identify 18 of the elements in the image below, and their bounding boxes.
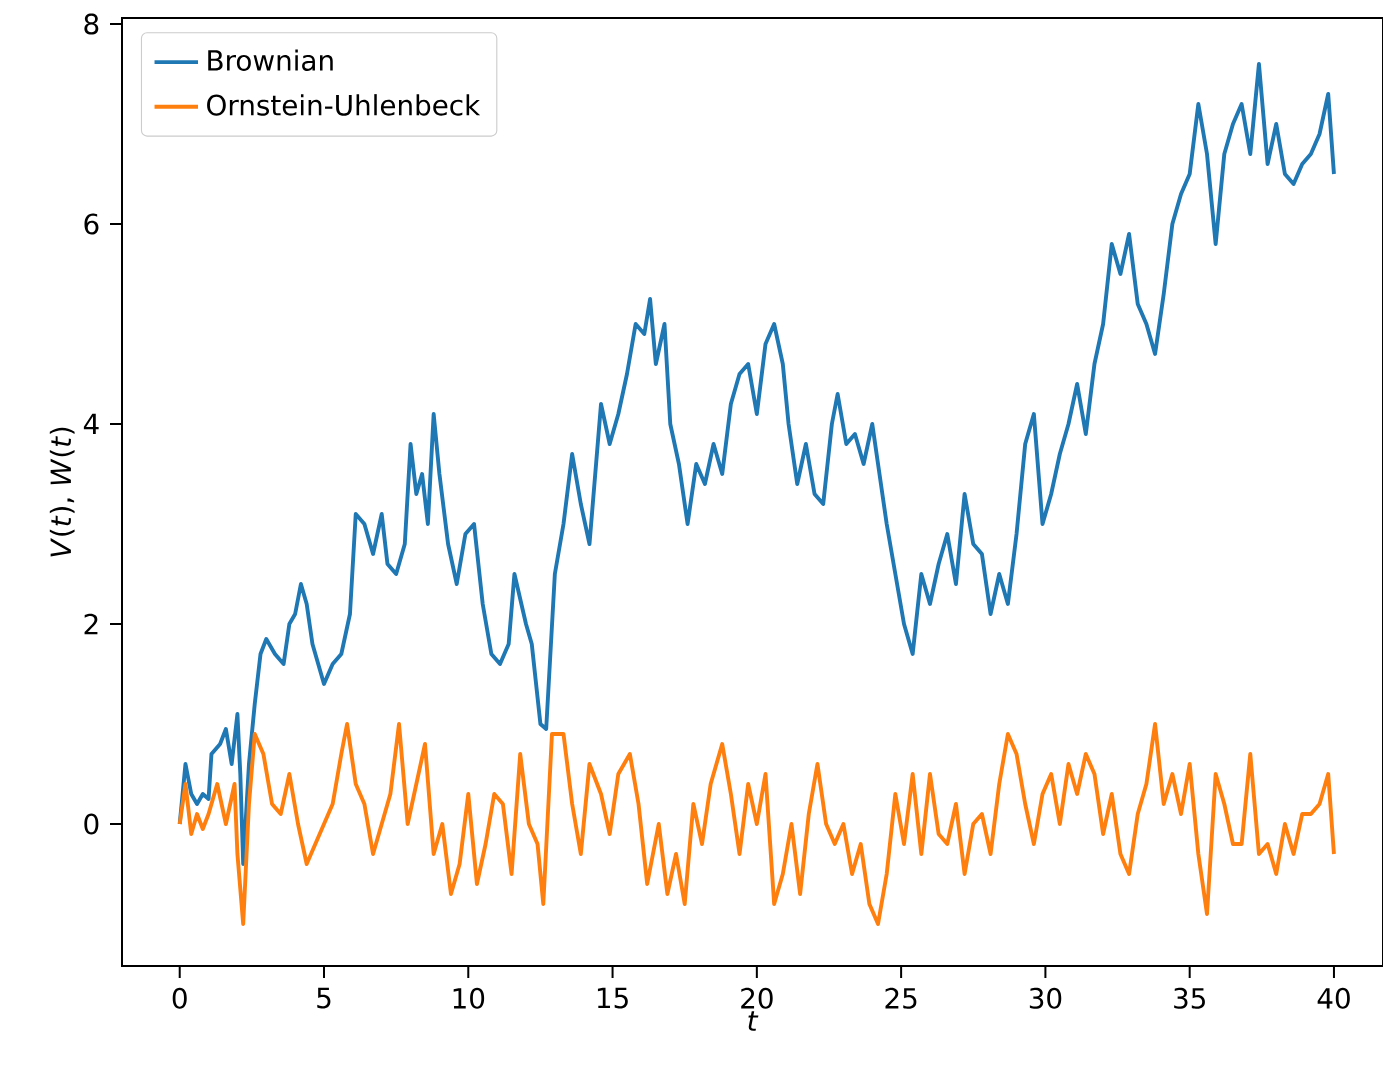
x-tick-label: 15	[597, 987, 628, 1009]
x-tick-label: 20	[741, 987, 773, 1009]
y-tick-label: 2	[84, 613, 98, 635]
legend-label: Brownian	[208, 49, 333, 71]
y-axis-title: V(t), W(t)	[49, 427, 75, 557]
x-axis-title: t	[748, 1011, 759, 1031]
legend-label: Ornstein-Uhlenbeck	[207, 94, 481, 116]
x-tick-label: 25	[885, 987, 917, 1009]
x-tick-label: 0	[172, 987, 187, 1009]
x-tick-label: 5	[317, 987, 331, 1009]
y-tick-label: 4	[83, 413, 99, 435]
x-tick-label: 40	[1317, 987, 1350, 1009]
x-tick-label: 35	[1174, 987, 1205, 1009]
y-tick-label: 6	[84, 213, 99, 235]
y-tick-label: 0	[84, 813, 99, 835]
x-tick-label: 10	[453, 987, 485, 1009]
x-tick-label: 30	[1029, 987, 1062, 1009]
y-tick-label: 8	[84, 13, 99, 35]
